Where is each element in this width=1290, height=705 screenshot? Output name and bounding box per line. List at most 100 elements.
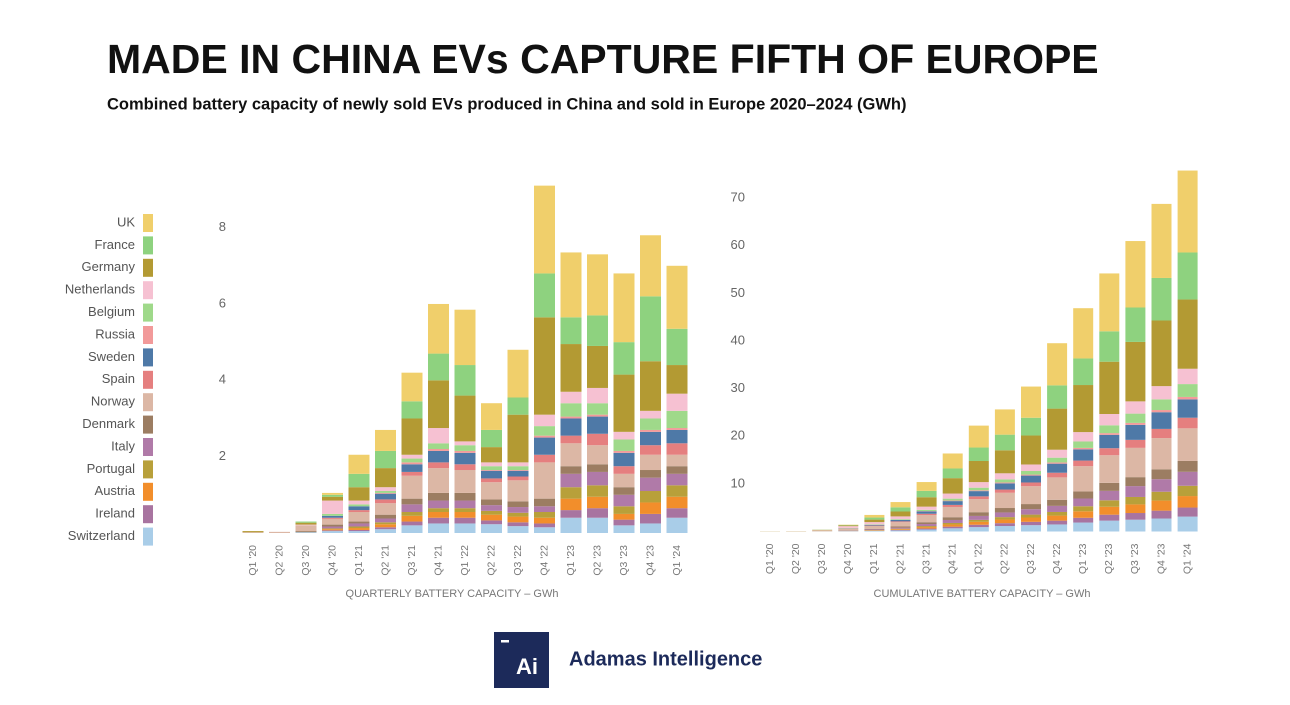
bar-segment xyxy=(613,506,635,514)
y-tick-label: 30 xyxy=(731,380,745,395)
bar-segment xyxy=(375,514,396,519)
bar-segment xyxy=(916,527,937,529)
bar-segment xyxy=(864,524,885,526)
bar-segment xyxy=(1047,408,1068,450)
bar-segment xyxy=(942,501,963,505)
x-tick-label: Q2 '20 xyxy=(273,545,285,576)
bar-segment xyxy=(322,494,343,497)
y-tick-label: 8 xyxy=(219,219,226,234)
bar-segment xyxy=(322,524,343,527)
bar-segment xyxy=(916,526,937,528)
legend-label: Italy xyxy=(111,438,135,453)
bar-segment xyxy=(640,513,661,524)
bar-segment xyxy=(1099,500,1120,507)
bar-segment xyxy=(916,528,937,530)
bar-segment xyxy=(1099,434,1120,449)
bar-segment xyxy=(322,496,343,501)
legend-label: Norway xyxy=(91,394,136,409)
bar-segment xyxy=(666,393,688,411)
bar-segment xyxy=(481,514,502,521)
bar-segment xyxy=(994,508,1015,513)
legend-label: Portugal xyxy=(87,461,136,476)
x-tick-label: Q4 '20 xyxy=(842,543,854,574)
bar-segment xyxy=(640,445,661,455)
bar-segment xyxy=(1047,462,1068,464)
bar-segment xyxy=(401,464,423,472)
bar-segment xyxy=(428,468,449,493)
legend-label: Germany xyxy=(82,259,136,274)
bar-segment xyxy=(640,477,661,492)
bar-segment xyxy=(1099,514,1120,521)
x-tick-label: Q1 '22 xyxy=(459,545,471,576)
bar-segment xyxy=(916,490,937,498)
bar-segment xyxy=(942,517,963,520)
bar-segment xyxy=(348,523,370,527)
legend-label: Netherlands xyxy=(65,282,136,297)
bar-segment xyxy=(507,516,529,523)
bar-segment xyxy=(613,273,635,343)
y-tick-label: 10 xyxy=(731,475,745,490)
x-tick-label: Q4 '22 xyxy=(538,545,550,576)
bar-segment xyxy=(507,470,529,477)
bar-segment xyxy=(1151,438,1172,470)
bar-segment xyxy=(481,470,502,479)
bar-segment xyxy=(890,502,911,508)
bar-segment xyxy=(560,517,582,533)
bar-segment xyxy=(295,532,317,533)
bar-segment xyxy=(560,418,582,436)
bar-segment xyxy=(916,482,937,491)
bar-segment xyxy=(942,506,963,518)
bar-segment xyxy=(864,514,885,518)
bar-segment xyxy=(942,522,963,525)
bar-segment xyxy=(864,522,885,525)
bar-segment xyxy=(322,500,343,514)
bar-segment xyxy=(1073,460,1094,467)
bar-segment xyxy=(481,505,502,511)
bar-segment xyxy=(295,524,317,526)
legend-label: Austria xyxy=(95,483,136,498)
bar-segment xyxy=(1047,520,1068,525)
bar-segment xyxy=(1099,273,1120,332)
bar-segment xyxy=(1125,413,1146,423)
bar-segment xyxy=(968,521,989,525)
x-tick-label: Q4 '23 xyxy=(1155,543,1167,574)
bar-segment xyxy=(1047,472,1068,478)
bar-segment xyxy=(890,522,911,527)
bar-segment xyxy=(916,509,937,512)
bar-segment xyxy=(838,528,859,531)
x-tick-label: Q2 '21 xyxy=(379,545,391,576)
bar-segment xyxy=(838,526,859,528)
x-tick-label: Q4 '21 xyxy=(432,545,444,576)
bar-segment xyxy=(1125,504,1146,514)
bar-segment xyxy=(640,410,661,419)
bar-segment xyxy=(428,512,449,518)
bar-segment xyxy=(994,519,1015,524)
bar-segment xyxy=(454,500,476,509)
x-tick-label: Q4 '20 xyxy=(326,545,338,576)
bar-segment xyxy=(942,528,963,532)
bar-segment xyxy=(968,496,989,500)
bar-segment xyxy=(994,434,1015,451)
bar-segment xyxy=(375,450,396,469)
bar-segment xyxy=(348,473,370,488)
y-tick-label: 70 xyxy=(731,190,745,205)
bar-segment xyxy=(1151,320,1172,387)
bar-segment xyxy=(1125,401,1146,414)
bar-segment xyxy=(507,526,529,533)
bar-segment xyxy=(666,508,688,518)
bar-segment xyxy=(560,473,582,488)
bar-segment xyxy=(890,527,911,529)
legend-label: Spain xyxy=(102,371,135,386)
bar-segment xyxy=(1073,466,1094,492)
bar-segment xyxy=(401,458,423,463)
bar-segment xyxy=(587,496,608,509)
bar-segment xyxy=(968,524,989,528)
bar-segment xyxy=(1099,490,1120,501)
bar-segment xyxy=(375,491,396,493)
bar-segment xyxy=(1021,521,1041,526)
bar-segment xyxy=(534,506,555,513)
bar-segment xyxy=(613,452,635,467)
bar-segment xyxy=(1177,368,1198,385)
bar-segment xyxy=(1151,491,1172,501)
bar-segment xyxy=(507,462,529,467)
